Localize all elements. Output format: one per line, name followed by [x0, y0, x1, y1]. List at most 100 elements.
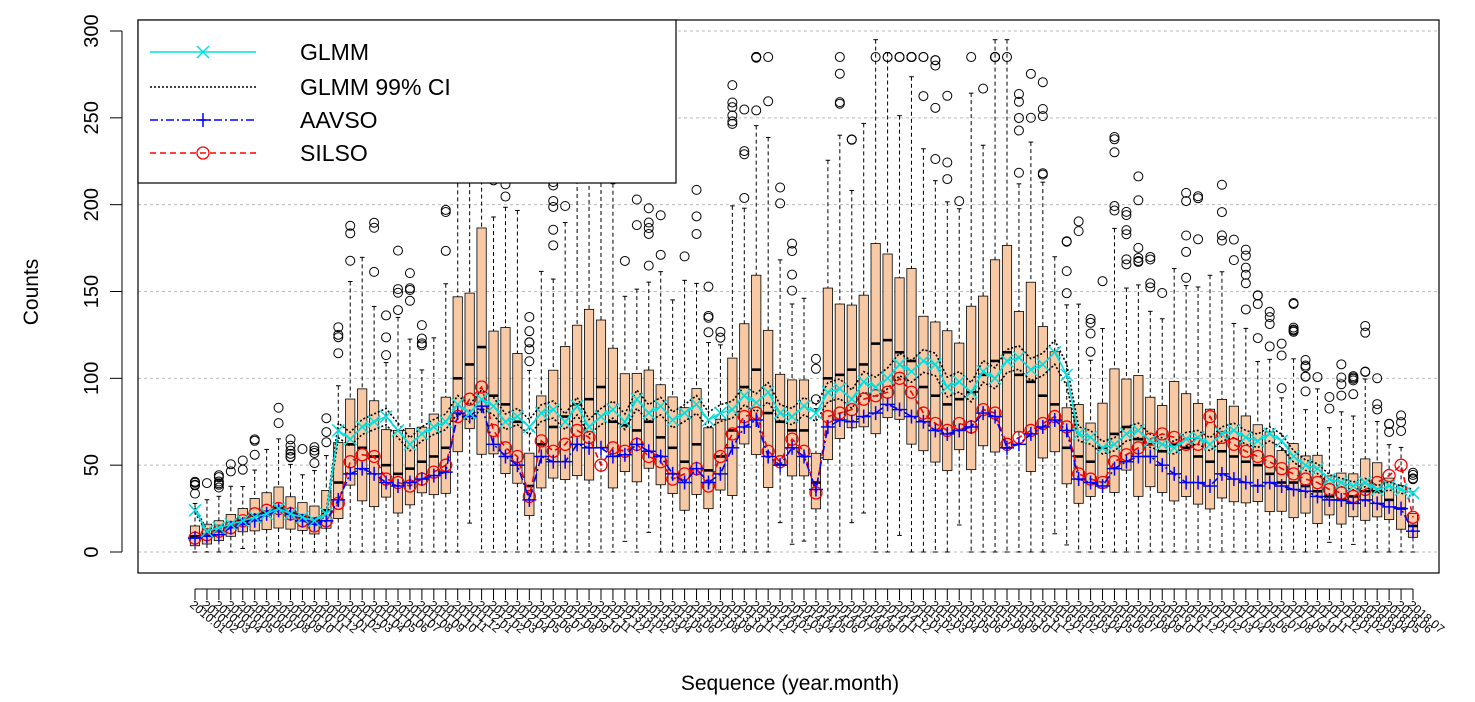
silso-point — [1227, 437, 1241, 451]
outlier — [727, 116, 738, 127]
box-body — [894, 277, 905, 420]
legend-label-glmm: GLMM — [300, 39, 369, 65]
outlier — [703, 281, 714, 292]
silso-point — [725, 427, 740, 441]
glmm-point — [928, 357, 942, 371]
box-body — [739, 323, 750, 445]
box-68 — [1001, 39, 1013, 553]
box-40 — [667, 299, 678, 553]
box-body — [333, 442, 344, 519]
glmm-point-b — [1370, 482, 1384, 497]
glmm-point — [200, 524, 214, 538]
box-body — [751, 274, 762, 456]
outlier — [1133, 256, 1144, 267]
glmm-point — [1024, 363, 1038, 377]
box-83 — [1181, 187, 1192, 553]
glmm-point-b — [988, 371, 1002, 385]
aavso-point — [1322, 492, 1337, 507]
outlier — [1408, 469, 1418, 480]
outlier — [369, 266, 380, 277]
outlier — [369, 222, 380, 233]
outlier — [1300, 360, 1311, 371]
box-16 — [381, 310, 392, 553]
outlier — [273, 402, 284, 413]
legend-item-ci: GLMM 99% CI — [150, 74, 451, 100]
legend-item-aavso: AAVSO — [150, 107, 378, 133]
box-62 — [930, 55, 941, 553]
glmm-point-b — [845, 392, 859, 406]
glmm-point — [403, 437, 417, 451]
glmm-point — [379, 410, 393, 424]
glmm-point — [1131, 423, 1145, 437]
outlier — [715, 326, 726, 337]
glmm-point — [1060, 368, 1074, 382]
outlier — [416, 320, 427, 331]
outlier — [643, 217, 654, 228]
glmm-point-b — [666, 413, 680, 427]
glmm-point-b — [678, 406, 692, 420]
outlier — [1276, 338, 1287, 349]
outlier — [942, 157, 953, 168]
glmm-point-b — [1406, 486, 1420, 500]
outlier — [1300, 355, 1311, 366]
aavso-point — [629, 437, 644, 452]
glmm-point-b — [1310, 462, 1325, 476]
aavso-point — [820, 419, 835, 434]
outlier — [1252, 299, 1263, 310]
box-body — [1157, 405, 1168, 493]
glmm-point-b — [785, 410, 799, 424]
box-body — [918, 315, 929, 452]
glmm-point — [558, 415, 572, 429]
box-53 — [822, 159, 833, 553]
glmm-point-b — [1095, 441, 1110, 455]
outlier — [846, 134, 857, 145]
box-body — [679, 407, 690, 511]
aavso-point — [749, 413, 764, 428]
outlier — [930, 60, 941, 71]
outlier — [1372, 404, 1383, 415]
box-body — [464, 292, 475, 430]
glmm-point-b — [1131, 423, 1145, 437]
outlier — [1073, 226, 1084, 237]
box-27 — [512, 151, 523, 553]
plot-frame — [137, 19, 1440, 574]
aavso-point — [868, 406, 883, 421]
glmm-point — [701, 413, 716, 427]
glmm-point — [689, 397, 704, 411]
aavso-point — [773, 458, 788, 473]
glmm-point — [797, 399, 811, 413]
outlier — [1193, 234, 1204, 245]
glmm-point-b — [558, 415, 572, 429]
outlier — [643, 203, 654, 214]
glmm-point — [1370, 482, 1384, 497]
outlier — [1133, 242, 1144, 253]
outlier — [703, 312, 714, 323]
glmm-point — [319, 507, 333, 521]
outlier — [834, 52, 845, 63]
outlier — [751, 52, 762, 63]
glmm-point — [1036, 357, 1050, 371]
outlier — [548, 195, 559, 206]
outlier — [1336, 359, 1347, 370]
outlier — [1276, 350, 1287, 361]
aavso-point — [1000, 440, 1014, 455]
glmm-point — [881, 371, 895, 385]
aavso-point — [1358, 492, 1373, 507]
box-body — [1288, 443, 1299, 519]
outlier — [1121, 229, 1132, 240]
glmm-point — [642, 406, 656, 420]
outlier — [1109, 205, 1120, 216]
box-body — [930, 321, 941, 463]
glmm-point — [355, 420, 369, 434]
outlier — [882, 52, 893, 63]
outlier — [1240, 278, 1251, 289]
box-body — [990, 259, 1001, 453]
outlier — [1037, 111, 1048, 122]
legend-item-silso: SILSO — [150, 140, 368, 166]
box-body — [727, 357, 738, 496]
box-86 — [1216, 179, 1227, 553]
glmm-point — [1095, 441, 1110, 455]
outlier — [1109, 134, 1120, 145]
glmm-point-b — [391, 423, 405, 437]
glmm-point-b — [928, 357, 942, 371]
